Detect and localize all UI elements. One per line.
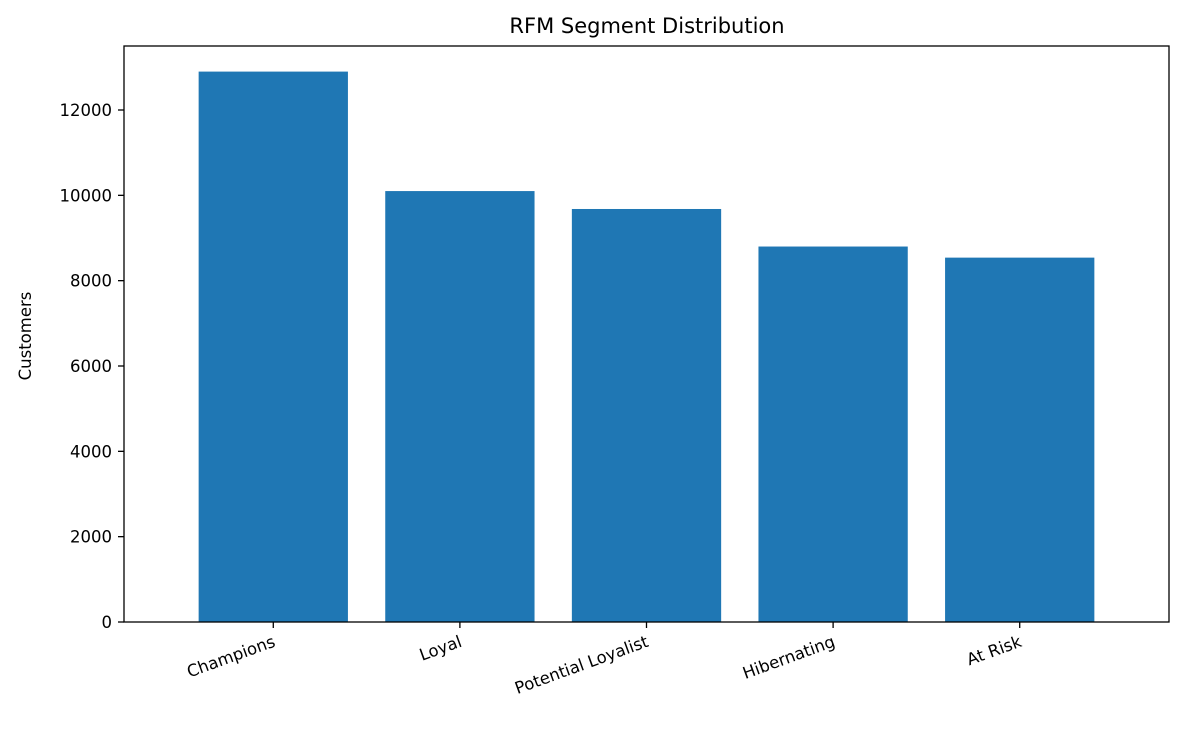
x-axis: Champions Loyal Potential Loyalist Hibernat… — [184, 622, 1024, 698]
x-tick-label: Potential Loyalist — [512, 632, 651, 698]
bars-group — [198, 71, 1095, 623]
y-axis-label: Customers — [16, 292, 35, 381]
bar-champions — [198, 71, 348, 623]
x-tick-label: Hibernating — [740, 632, 837, 683]
y-tick-label: 0 — [102, 613, 113, 632]
y-tick-label: 6000 — [70, 357, 112, 376]
y-tick-label: 10000 — [60, 186, 113, 205]
y-tick-label: 2000 — [70, 528, 112, 547]
plot-frame — [123, 45, 1170, 623]
bar-potential-loyalist — [571, 208, 722, 623]
x-tick-label: At Risk — [964, 632, 1024, 669]
bar-hibernating — [758, 246, 908, 622]
chart-title: RFM Segment Distribution — [509, 14, 784, 38]
y-tick-label: 8000 — [70, 272, 112, 291]
x-tick-label: Champions — [184, 632, 277, 681]
x-tick-label: Loyal — [417, 632, 464, 665]
y-tick-label: 12000 — [60, 101, 113, 120]
bar-at-risk — [945, 257, 1095, 622]
bar-loyal — [385, 191, 535, 622]
y-tick-label: 4000 — [70, 442, 112, 461]
y-axis: 0 2000 4000 6000 8000 10000 12000 — [60, 101, 124, 632]
